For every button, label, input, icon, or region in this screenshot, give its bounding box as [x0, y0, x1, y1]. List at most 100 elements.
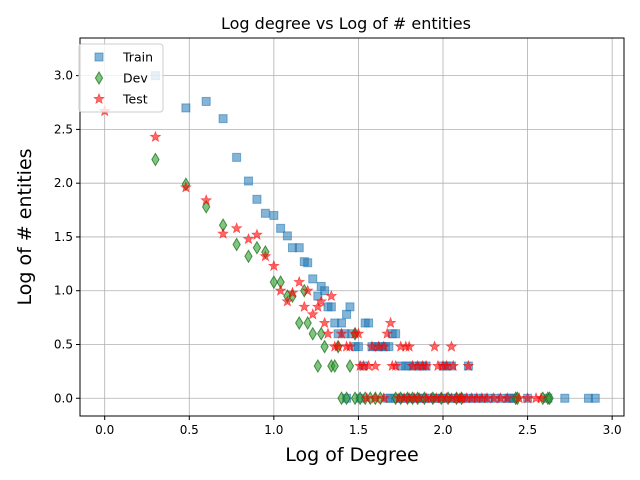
- test-point: [318, 316, 331, 329]
- dev-point: [320, 339, 329, 354]
- train-point: [391, 329, 401, 339]
- x-tick-label: 2.5: [518, 423, 537, 437]
- dev-point: [151, 152, 160, 167]
- x-tick-label: 0.5: [180, 423, 199, 437]
- test-point: [242, 232, 255, 245]
- test-point: [301, 284, 314, 296]
- dev-point: [295, 316, 304, 330]
- x-tick-label: 0.0: [95, 423, 114, 437]
- test-point: [325, 289, 338, 302]
- train-point: [276, 223, 286, 233]
- train-point: [243, 176, 253, 186]
- test-point: [344, 340, 356, 352]
- series-test: [98, 104, 548, 404]
- train-point: [232, 152, 242, 162]
- train-point: [353, 342, 363, 352]
- train-point: [364, 318, 374, 328]
- y-tick-label: 1.5: [54, 230, 73, 244]
- test-point: [322, 327, 334, 339]
- train-point: [282, 231, 292, 241]
- test-point: [315, 295, 328, 307]
- legend-marker-train: [94, 52, 104, 62]
- legend-marker-dev: [94, 71, 104, 85]
- test-point: [420, 359, 433, 372]
- test-point: [462, 359, 475, 372]
- test-point: [149, 130, 162, 142]
- test-point: [384, 316, 397, 329]
- train-point: [269, 210, 279, 220]
- test-point: [267, 259, 280, 272]
- train-point: [252, 194, 262, 204]
- train-point: [260, 208, 270, 218]
- y-tick-label: 1.0: [54, 284, 73, 298]
- test-point: [447, 359, 460, 372]
- y-tick-label: 2.0: [54, 176, 73, 190]
- train-point: [201, 96, 211, 106]
- legend-marker-test: [93, 92, 105, 105]
- test-point: [403, 340, 416, 352]
- data-points: [98, 71, 600, 406]
- x-tick-label: 1.0: [264, 423, 283, 437]
- test-point: [306, 308, 319, 320]
- y-tick-label: 0.0: [54, 391, 73, 405]
- train-point: [218, 114, 228, 124]
- test-point: [250, 228, 263, 240]
- test-point: [381, 327, 394, 339]
- test-point: [281, 295, 294, 307]
- train-point: [337, 318, 347, 328]
- dev-point: [269, 275, 279, 290]
- legend-label-train: Train: [122, 50, 153, 65]
- test-point: [377, 392, 390, 404]
- dev-point: [342, 391, 351, 406]
- x-tick-label: 3.0: [603, 423, 622, 437]
- y-tick-label: 0.5: [54, 337, 73, 351]
- test-point: [501, 392, 514, 404]
- dev-point: [244, 249, 253, 264]
- plot-frame: [79, 37, 625, 417]
- test-point: [377, 340, 390, 352]
- x-axis-label: Log of Degree: [285, 444, 418, 466]
- test-point: [428, 340, 441, 352]
- legend-label-test: Test: [122, 92, 148, 107]
- dev-point: [308, 326, 317, 341]
- dev-point: [232, 237, 241, 252]
- y-axis-label: Log of # entities: [14, 148, 36, 305]
- grid-lines: [80, 38, 624, 416]
- legend-label-dev: Dev: [123, 71, 148, 86]
- train-point: [303, 258, 313, 268]
- test-point: [230, 222, 243, 234]
- test-point: [217, 227, 230, 239]
- train-point: [181, 103, 191, 113]
- train-point: [294, 243, 304, 253]
- dev-point: [303, 316, 312, 330]
- test-point: [352, 327, 365, 339]
- dev-point: [252, 240, 262, 255]
- train-point: [342, 309, 352, 319]
- test-point: [293, 275, 306, 288]
- dev-point: [313, 359, 323, 373]
- test-point: [179, 181, 192, 193]
- x-tick-label: 1.5: [349, 423, 368, 437]
- test-point: [286, 286, 299, 298]
- test-point: [200, 194, 213, 206]
- y-tick-label: 3.0: [54, 69, 73, 83]
- test-point: [389, 359, 402, 372]
- test-point: [369, 359, 382, 372]
- train-point: [326, 302, 336, 312]
- test-point: [259, 250, 272, 262]
- y-tick-label: 2.5: [54, 122, 73, 136]
- train-point: [345, 302, 355, 312]
- test-point: [335, 327, 348, 339]
- dev-point: [545, 391, 554, 406]
- dev-point: [345, 359, 355, 373]
- dev-point: [202, 199, 211, 214]
- train-point: [590, 393, 600, 403]
- test-point: [274, 284, 287, 296]
- x-tick-label: 2.0: [433, 423, 452, 437]
- chart-title: Log degree vs Log of # entities: [221, 14, 471, 33]
- axis-ticks: 0.0 0.5 1.0 1.5 2.0 2.5 3.0 0.0 0.5 1.0 1.5 2.0 2.5 3…: [54, 69, 622, 437]
- test-point: [535, 392, 548, 404]
- dev-point: [330, 359, 339, 373]
- test-point: [445, 340, 458, 352]
